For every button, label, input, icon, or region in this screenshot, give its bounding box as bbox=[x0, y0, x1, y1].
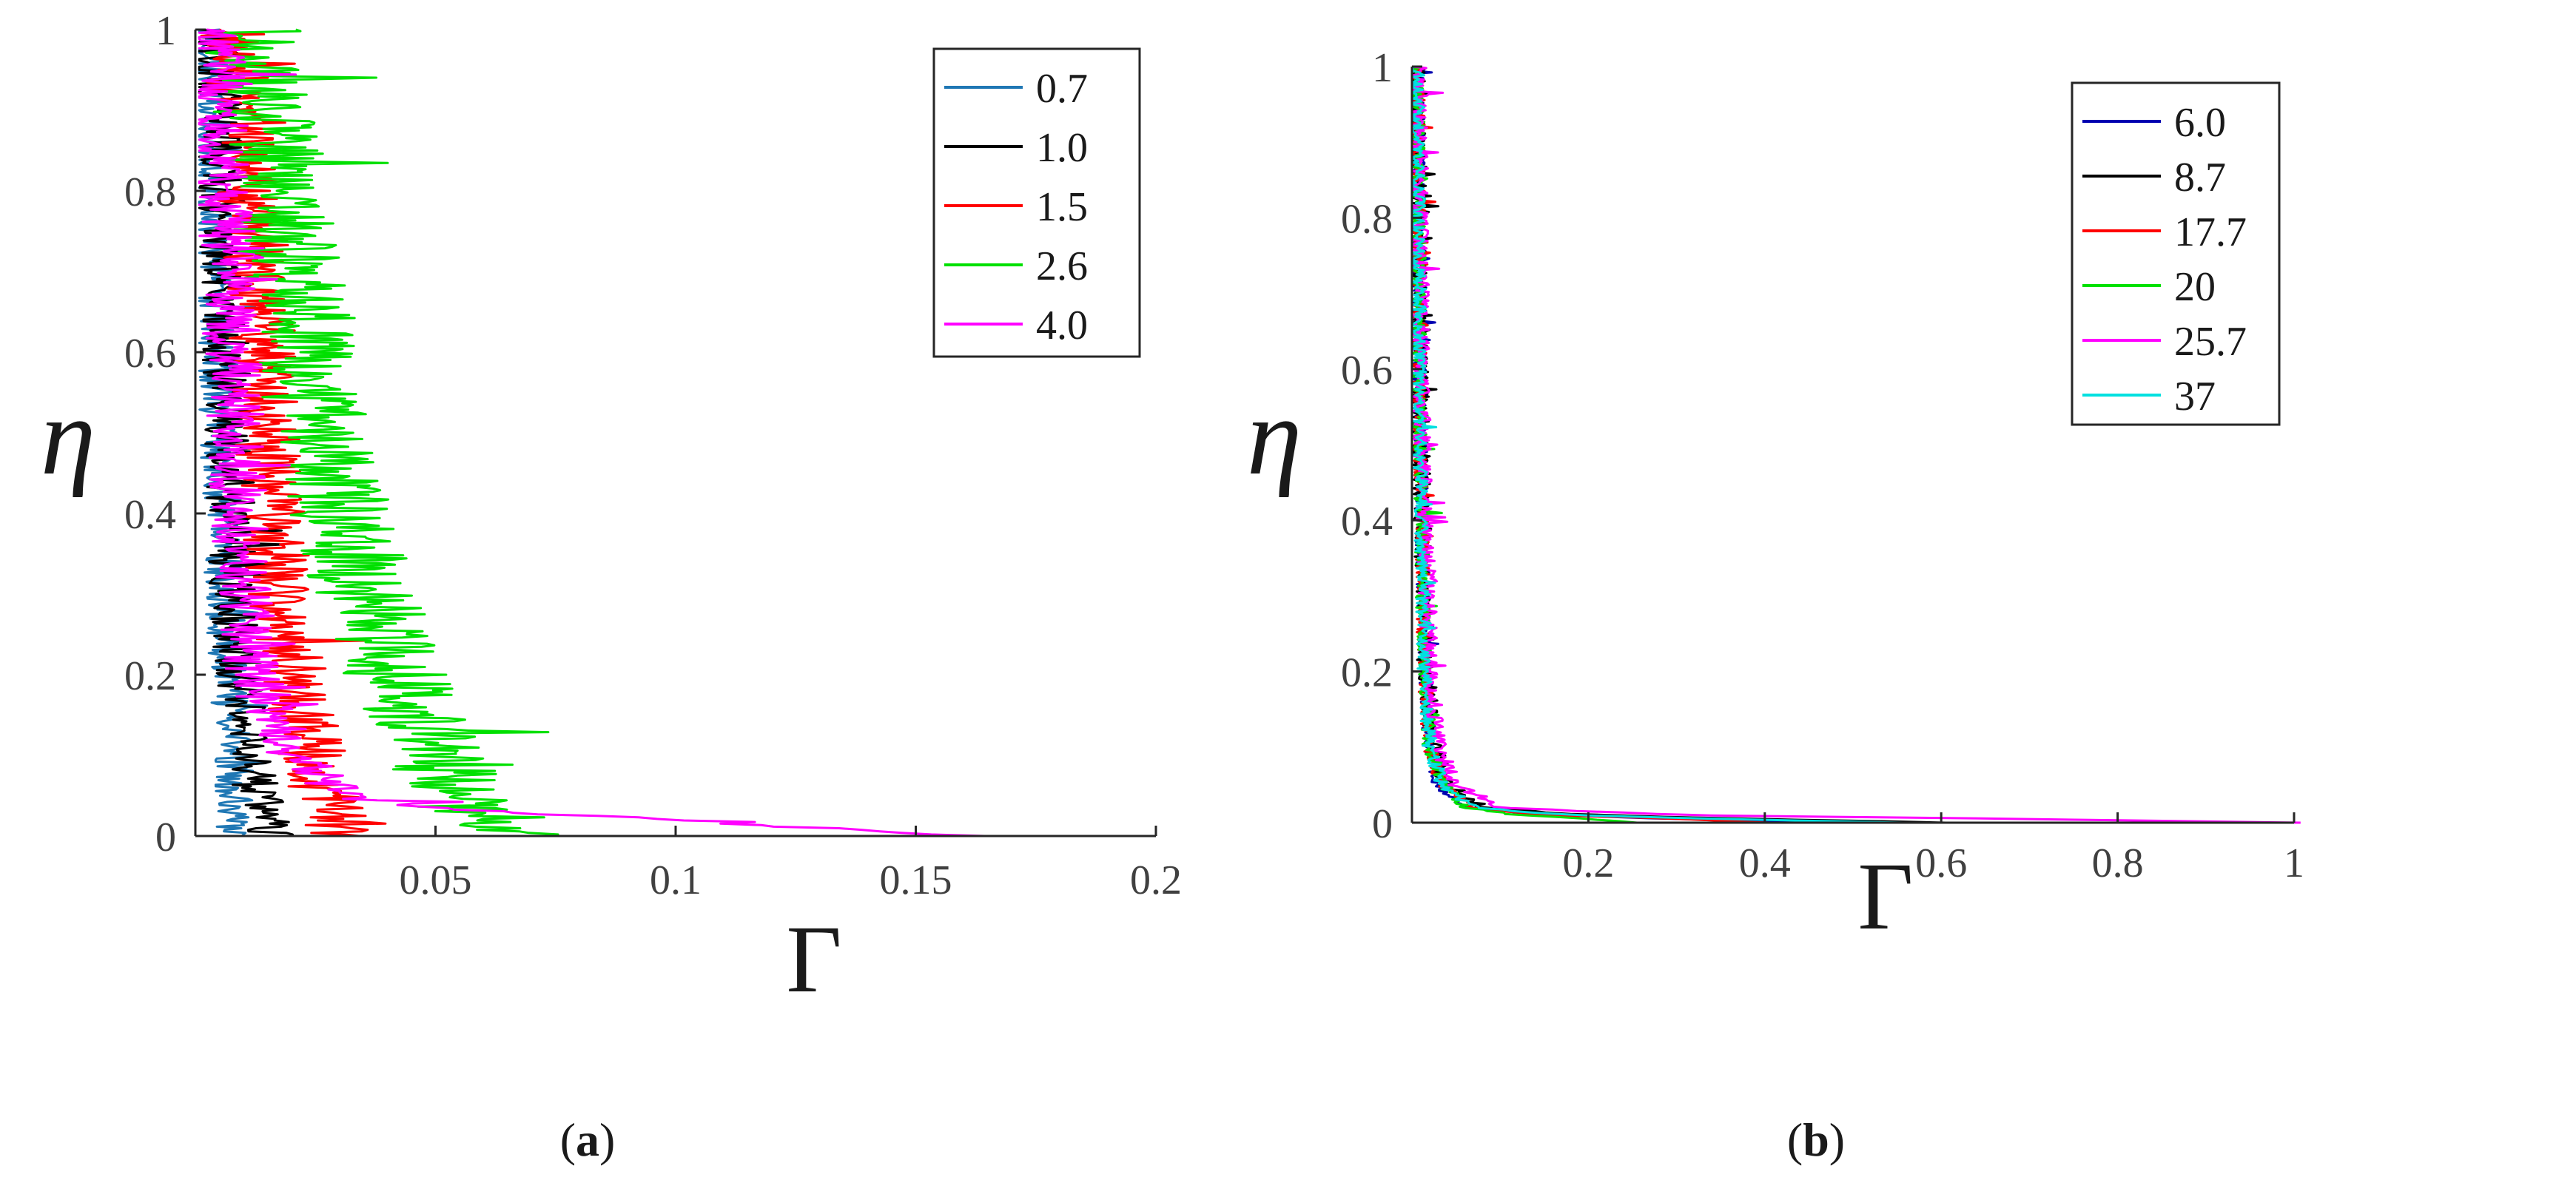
panel-a-ytick-label: 0.2 bbox=[124, 653, 176, 699]
panel-b-ytick-label: 0.4 bbox=[1341, 499, 1393, 545]
panel-b-xtick-label: 1 bbox=[2284, 840, 2304, 886]
panel-b-series-8-7 bbox=[1411, 65, 1946, 824]
panel-b-legend-label: 20 bbox=[2174, 264, 2216, 310]
panel-b-caption: (b) bbox=[1787, 1113, 1845, 1166]
panel-b-xtick-label: 0.6 bbox=[1915, 840, 1967, 886]
panel-a-series bbox=[198, 28, 985, 837]
panel-a-xtick-label: 0.05 bbox=[400, 857, 472, 903]
panel-a-xtick-label: 0.1 bbox=[650, 857, 702, 903]
panel-a-ticks: 0.05 0.1 0.15 0.2 0 0.2 0.4 0.6 0.8 1 bbox=[124, 8, 1182, 903]
panel-a-ytick-label: 0 bbox=[155, 815, 176, 860]
panel-b: 0.2 0.4 0.6 0.8 1 0 0.2 0.4 0.6 0.8 1 η Γ 6.0 8.7 17… bbox=[1247, 45, 2304, 1166]
panel-a-ytick-label: 0.6 bbox=[124, 331, 176, 377]
panel-a-ytick-label: 0.8 bbox=[124, 169, 176, 215]
panel-a-legend-label: 1.5 bbox=[1036, 184, 1088, 230]
panel-a-legend-label: 4.0 bbox=[1036, 303, 1088, 348]
panel-b-legend-label: 6.0 bbox=[2174, 100, 2226, 146]
panel-b-legend-label: 8.7 bbox=[2174, 155, 2226, 200]
panel-b-legend-box bbox=[2071, 81, 2281, 426]
panel-b-series bbox=[1411, 65, 2301, 824]
panel-a-xtick-label: 0.15 bbox=[880, 857, 952, 903]
panel-b-xlabel: Γ bbox=[1857, 843, 1913, 950]
panel-b-xtick-label: 0.4 bbox=[1739, 840, 1791, 886]
panel-b-series-20 bbox=[1411, 65, 1638, 824]
panel-a: 0.05 0.1 0.15 0.2 0 0.2 0.4 0.6 0.8 1 η Γ 0.7 1.0 1… bbox=[41, 8, 1182, 1166]
panel-b-ytick-label: 0.6 bbox=[1341, 348, 1393, 394]
panel-a-xlabel: Γ bbox=[786, 906, 841, 1013]
panel-a-ytick-label: 0.4 bbox=[124, 492, 176, 538]
panel-a-legend-label: 0.7 bbox=[1036, 66, 1088, 112]
panel-b-legend-label: 17.7 bbox=[2174, 209, 2247, 255]
panel-b-legend-label: 37 bbox=[2174, 374, 2216, 419]
panel-a-series-4-0 bbox=[198, 28, 985, 837]
panel-b-ytick-label: 0.2 bbox=[1341, 650, 1393, 696]
panel-b-series-6-0 bbox=[1411, 65, 1857, 824]
panel-a-series-2-6 bbox=[205, 28, 559, 837]
panel-b-ytick-label: 0.8 bbox=[1341, 196, 1393, 242]
panel-b-xtick-label: 0.2 bbox=[1562, 840, 1614, 886]
panel-b-ylabel: η bbox=[1247, 375, 1302, 498]
panel-b-series-17-7 bbox=[1411, 66, 1769, 824]
panel-b-ytick-label: 0 bbox=[1372, 801, 1393, 847]
panel-b-legend-label: 25.7 bbox=[2174, 319, 2247, 365]
panel-a-legend-label: 2.6 bbox=[1036, 243, 1088, 289]
panel-b-ticks: 0.2 0.4 0.6 0.8 1 0 0.2 0.4 0.6 0.8 1 bbox=[1341, 45, 2304, 886]
panel-b-legend: 6.0 8.7 17.7 20 25.7 37 bbox=[2071, 81, 2281, 426]
panel-a-xtick-label: 0.2 bbox=[1130, 857, 1182, 903]
panel-a-legend-label: 1.0 bbox=[1036, 125, 1088, 171]
panel-b-xtick-label: 0.8 bbox=[2092, 840, 2144, 886]
panel-a-legend-box bbox=[932, 47, 1141, 358]
panel-b-series-37 bbox=[1411, 65, 1903, 824]
panel-a-ytick-label: 1 bbox=[155, 8, 176, 54]
panel-b-series-25-7 bbox=[1411, 65, 2301, 824]
panel-a-legend: 0.7 1.0 1.5 2.6 4.0 bbox=[932, 47, 1141, 358]
panel-b-ytick-label: 1 bbox=[1372, 45, 1393, 91]
panel-a-caption: (a) bbox=[560, 1113, 616, 1166]
panel-a-ylabel: η bbox=[41, 375, 95, 498]
